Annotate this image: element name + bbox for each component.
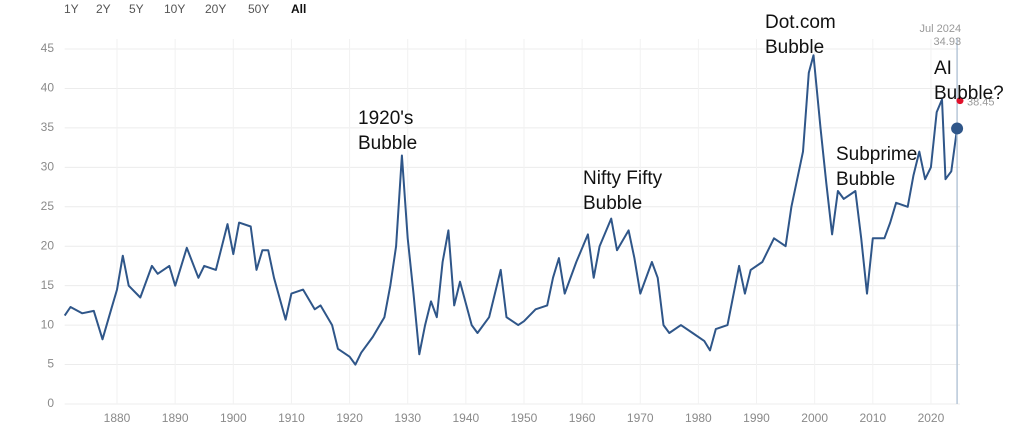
y-tick-label: 35: [41, 120, 55, 134]
y-tick-label: 40: [41, 81, 55, 95]
x-tick-label: 1890: [162, 411, 189, 425]
cursor-point: [951, 122, 964, 135]
range-button[interactable]: 50Y: [248, 2, 269, 16]
y-tick-label: 10: [41, 317, 55, 331]
annotation: AI: [934, 58, 952, 79]
x-tick-label: 2000: [801, 411, 828, 425]
grid: 0 5 10 15 20 25 30 35 40 45 1880 1890 1900 1910 1920 19…: [41, 39, 960, 425]
range-button[interactable]: 20Y: [205, 2, 226, 16]
y-tick-label: 30: [41, 160, 55, 174]
annotations: 1920's Bubble Nifty Fifty Bubble Dot.com…: [358, 12, 1004, 214]
annotation: Bubble: [583, 193, 642, 214]
x-tick-label: 1970: [627, 411, 654, 425]
tooltip-date: Jul 2024: [919, 23, 961, 35]
x-tick-label: 1880: [104, 411, 131, 425]
latest-value: 38.45: [967, 97, 995, 109]
x-tick-label: 1990: [743, 411, 770, 425]
x-tick-label: 1980: [685, 411, 712, 425]
annotation: Bubble: [358, 133, 417, 154]
tooltip-value: 34.93: [934, 36, 962, 48]
range-button[interactable]: 5Y: [129, 2, 144, 16]
y-tick-label: 0: [47, 396, 54, 410]
annotation: Bubble: [765, 37, 824, 58]
range-selector: 1Y 2Y 5Y 10Y 20Y 50Y All: [64, 2, 306, 16]
latest-point: [956, 97, 964, 105]
x-tick-label: 1950: [511, 411, 538, 425]
range-button-selected[interactable]: All: [291, 2, 306, 16]
annotation: Dot.com: [765, 12, 836, 33]
x-tick-label: 2010: [859, 411, 886, 425]
annotation: Bubble?: [934, 83, 1004, 104]
x-tick-label: 1940: [452, 411, 479, 425]
x-tick-label: 2020: [918, 411, 945, 425]
y-tick-label: 45: [41, 41, 55, 55]
annotation: Subprime: [836, 144, 917, 165]
x-tick-label: 1900: [220, 411, 247, 425]
range-button[interactable]: 10Y: [164, 2, 185, 16]
range-button[interactable]: 1Y: [64, 2, 79, 16]
x-tick-label: 1920: [336, 411, 363, 425]
y-tick-label: 5: [47, 357, 54, 371]
range-button[interactable]: 2Y: [96, 2, 111, 16]
y-tick-label: 25: [41, 199, 55, 213]
x-tick-label: 1930: [394, 411, 421, 425]
x-tick-label: 1910: [278, 411, 305, 425]
annotation: Bubble: [836, 169, 895, 190]
y-tick-label: 20: [41, 238, 55, 252]
y-tick-label: 15: [41, 278, 55, 292]
annotation: 1920's: [358, 108, 413, 129]
x-tick-label: 1960: [569, 411, 596, 425]
annotation: Nifty Fifty: [583, 168, 663, 189]
data-line: [63, 54, 959, 366]
